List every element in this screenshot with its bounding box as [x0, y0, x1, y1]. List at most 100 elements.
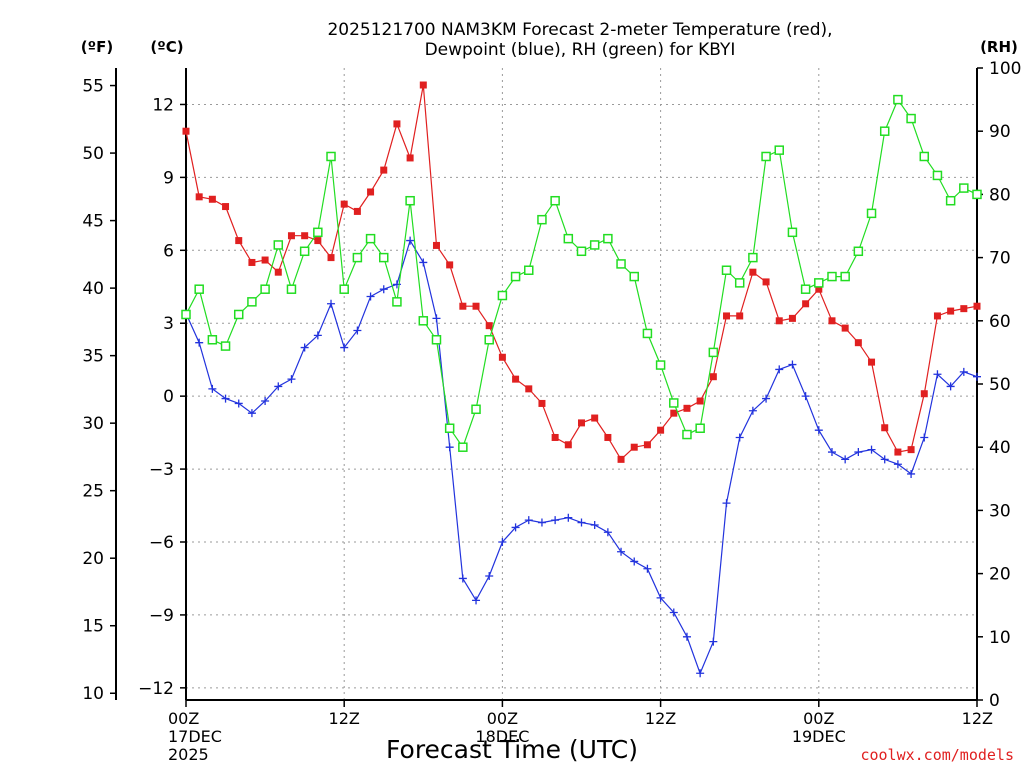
temperature-point: [459, 302, 467, 310]
temperature-point: [683, 404, 691, 412]
rh-point: [379, 252, 389, 263]
rh-point: [497, 290, 508, 301]
temperature-point: [525, 385, 533, 393]
dewpoint-point: [300, 343, 309, 352]
dewpoint-point: [458, 574, 467, 583]
rh-point: [682, 429, 692, 440]
x-tick-label: 12Z: [329, 709, 360, 728]
fahrenheit-tick-label: 55: [82, 77, 104, 97]
temperature-point: [775, 317, 783, 325]
dewpoint-point: [524, 516, 533, 525]
temperature-point: [419, 81, 427, 89]
dewpoint-point: [590, 520, 599, 529]
dewpoint-point: [709, 637, 718, 646]
celsius-tick-label: −9: [149, 606, 174, 626]
temperature-point: [367, 188, 375, 196]
rh-point: [695, 423, 705, 433]
rh-point: [550, 195, 560, 206]
x-tick-label: 12Z: [645, 709, 676, 728]
celsius-tick-label: −12: [138, 679, 174, 699]
dewpoint-point: [907, 469, 916, 478]
temperature-point: [222, 203, 230, 211]
rh-point: [392, 297, 402, 307]
dewpoint-point: [801, 392, 810, 401]
temperature-point: [274, 268, 282, 276]
rh-point: [866, 208, 877, 219]
rh-point: [326, 151, 336, 162]
rh-point: [458, 442, 468, 452]
rh-point: [365, 233, 376, 244]
rh-point: [576, 246, 587, 257]
x-tick-label: 00Z: [803, 709, 834, 728]
rh-tick-label: 10: [989, 628, 1011, 648]
rh-point: [669, 398, 679, 408]
dewpoint-point: [643, 564, 652, 573]
temperature-point: [881, 424, 889, 432]
celsius-tick-label: 6: [163, 241, 174, 261]
temperature-line: [185, 84, 978, 461]
temperature-point: [933, 312, 941, 320]
rh-point: [761, 151, 771, 162]
dewpoint-point: [630, 557, 639, 566]
rh-point: [629, 271, 639, 282]
temperature-point: [973, 302, 981, 310]
dewpoint-point: [195, 338, 204, 347]
temperature-point: [696, 397, 704, 405]
dewpoint-point: [880, 455, 889, 464]
rh-tick-label: 100: [989, 59, 1021, 79]
temperature-point: [788, 314, 796, 322]
rh-point: [893, 94, 903, 105]
dewpoint-point: [274, 382, 283, 391]
dewpoint-point: [682, 632, 691, 641]
rh-point: [220, 341, 231, 351]
temperature-point: [578, 419, 585, 427]
rh-point: [959, 183, 969, 193]
rh-point: [932, 170, 943, 181]
dewpoint-point: [551, 516, 560, 525]
dewpoint-point: [432, 314, 441, 323]
temperature-point: [340, 200, 348, 208]
dewpoint-point: [327, 299, 336, 308]
rh-point: [339, 284, 349, 294]
fahrenheit-tick-label: 40: [82, 279, 104, 299]
temperature-point: [802, 300, 810, 308]
rh-point: [260, 284, 270, 294]
rh-point: [524, 265, 534, 275]
rh-point: [313, 227, 323, 238]
celsius-tick-label: 0: [163, 387, 174, 407]
x-tick-label: 00Z: [487, 709, 518, 728]
rh-point: [840, 271, 850, 282]
rh-point: [286, 284, 297, 294]
rh-point: [589, 240, 600, 250]
chart-series: [181, 81, 982, 678]
dewpoint-point: [735, 433, 744, 442]
celsius-unit-label: (ºC): [150, 38, 183, 56]
temperature-point: [472, 302, 480, 310]
dewpoint-point: [379, 285, 388, 294]
dewpoint-point: [234, 399, 243, 408]
rh-point: [774, 145, 784, 155]
fahrenheit-tick-label: 10: [82, 684, 104, 704]
dewpoint-point: [656, 593, 665, 602]
rh-point: [814, 278, 824, 288]
temperature-point: [287, 232, 295, 240]
dewpoint-point: [366, 292, 375, 301]
temperature-point: [907, 446, 915, 454]
fahrenheit-tick-label: 15: [82, 617, 104, 637]
temperature-point: [749, 268, 757, 276]
dewpoint-point: [313, 331, 322, 340]
temperature-point: [723, 312, 731, 320]
chart-title-line-2: Dewpoint (blue), RH (green) for KBYI: [425, 40, 736, 60]
dewpoint-point: [775, 365, 784, 374]
temperature-point: [432, 241, 440, 249]
rh-tick-label: 60: [989, 312, 1011, 332]
celsius-tick-label: 9: [163, 168, 174, 188]
dewpoint-point: [577, 518, 586, 527]
dewpoint-point: [722, 499, 731, 508]
temperature-point: [393, 120, 401, 128]
fahrenheit-tick-label: 35: [82, 347, 104, 367]
dewpoint-point: [564, 513, 573, 522]
rh-point: [655, 360, 666, 370]
rh-point: [194, 284, 204, 294]
